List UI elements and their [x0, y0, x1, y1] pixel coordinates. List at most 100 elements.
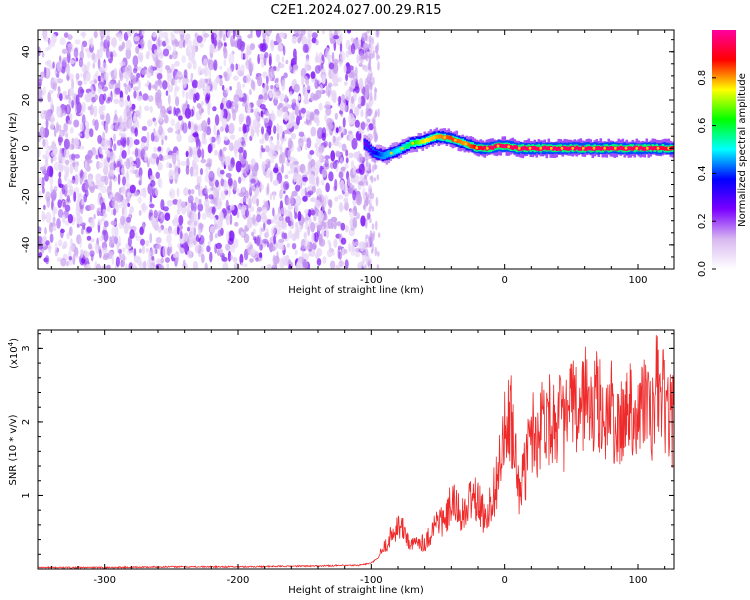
- noise-blob: [221, 117, 227, 129]
- noise-blob: [207, 240, 211, 247]
- noise-blob: [251, 231, 255, 237]
- noise-blob: [106, 206, 111, 212]
- noise-blob: [369, 91, 373, 102]
- noise-blob: [99, 66, 106, 74]
- noise-blob: [366, 172, 369, 177]
- noise-blob: [197, 211, 201, 220]
- ridge-cell: [653, 145, 657, 150]
- noise-blob: [121, 41, 126, 50]
- noise-blob: [177, 243, 181, 249]
- noise-blob: [374, 111, 378, 118]
- noise-blob: [309, 112, 315, 121]
- noise-blob: [190, 188, 195, 195]
- noise-blob: [300, 188, 306, 197]
- ridge-cell: [519, 146, 523, 151]
- noise-blob: [263, 118, 267, 124]
- noise-blob: [289, 225, 295, 230]
- noise-blob: [341, 143, 347, 152]
- noise-blob: [103, 138, 109, 147]
- noise-blob: [246, 115, 251, 127]
- spectrogram-y-ticks: -40 -20 0 20 40: [21, 39, 674, 270]
- noise-blob: [197, 80, 202, 90]
- noise-blob: [244, 134, 248, 143]
- noise-blob: [296, 173, 303, 186]
- noise-blob: [216, 167, 222, 177]
- noise-blob: [198, 198, 202, 205]
- noise-blob: [273, 234, 277, 245]
- noise-blob: [369, 217, 372, 224]
- noise-blob: [377, 61, 380, 71]
- noise-blob: [58, 183, 64, 189]
- noise-blob: [183, 69, 188, 79]
- noise-blob: [135, 72, 141, 79]
- noise-blob: [172, 253, 178, 258]
- noise-blob: [295, 184, 301, 192]
- noise-blob: [69, 163, 74, 175]
- noise-blob: [366, 118, 371, 123]
- noise-blob: [102, 208, 106, 215]
- noise-blob: [294, 105, 299, 116]
- noise-blob: [213, 59, 218, 71]
- noise-blob: [140, 238, 145, 246]
- noise-blob: [335, 127, 339, 134]
- noise-blob: [250, 158, 256, 166]
- noise-blob: [50, 97, 53, 110]
- noise-blob: [366, 102, 369, 111]
- noise-blob: [238, 176, 242, 184]
- noise-blob: [229, 204, 235, 211]
- noise-blob: [267, 160, 271, 168]
- noise-blob: [62, 201, 67, 208]
- noise-blob: [376, 174, 380, 181]
- noise-blob: [72, 254, 76, 265]
- snr-y-axis-label: SNR (10 * v/v): [8, 414, 19, 485]
- noise-blob: [43, 110, 48, 115]
- noise-blob: [157, 264, 165, 269]
- noise-blob: [43, 204, 46, 210]
- noise-blob: [333, 220, 337, 230]
- noise-blob: [71, 99, 74, 109]
- noise-blob: [83, 76, 88, 85]
- noise-blob: [148, 65, 154, 74]
- noise-blob: [110, 191, 115, 202]
- noise-blob: [76, 223, 80, 228]
- noise-blob: [120, 215, 126, 226]
- noise-blob: [247, 196, 253, 205]
- noise-blob: [141, 244, 146, 255]
- noise-blob: [377, 108, 380, 118]
- noise-blob: [141, 69, 147, 76]
- noise-blob: [360, 215, 366, 227]
- noise-blob: [364, 31, 368, 41]
- noise-blob: [264, 132, 270, 142]
- noise-blob: [144, 105, 150, 112]
- ridge-peak: [443, 136, 447, 139]
- noise-blob: [185, 165, 190, 176]
- y-tick-label: 40: [21, 45, 32, 58]
- noise-blob: [226, 99, 232, 109]
- noise-blob: [271, 246, 276, 252]
- ridge-peak: [432, 136, 436, 140]
- noise-blob: [187, 226, 191, 232]
- noise-blob: [288, 230, 293, 239]
- noise-blob: [173, 165, 179, 178]
- noise-blob: [219, 114, 224, 122]
- noise-blob: [366, 212, 370, 221]
- noise-blob: [95, 53, 101, 60]
- noise-blob: [377, 232, 381, 238]
- noise-blob: [120, 135, 127, 147]
- noise-blob: [127, 202, 131, 207]
- noise-blob: [188, 120, 191, 130]
- ridge-cell: [535, 146, 539, 151]
- noise-blob: [183, 259, 186, 267]
- noise-blob: [90, 37, 94, 48]
- noise-blob: [291, 190, 298, 197]
- noise-blob: [307, 33, 312, 46]
- noise-blob: [201, 253, 205, 264]
- noise-blob: [240, 64, 245, 74]
- noise-blob: [280, 245, 285, 251]
- noise-blob: [234, 221, 239, 227]
- noise-blob: [285, 59, 289, 65]
- noise-blob: [221, 84, 225, 91]
- ridge-cell: [505, 144, 509, 148]
- noise-blob: [73, 246, 79, 258]
- noise-blob: [198, 229, 201, 238]
